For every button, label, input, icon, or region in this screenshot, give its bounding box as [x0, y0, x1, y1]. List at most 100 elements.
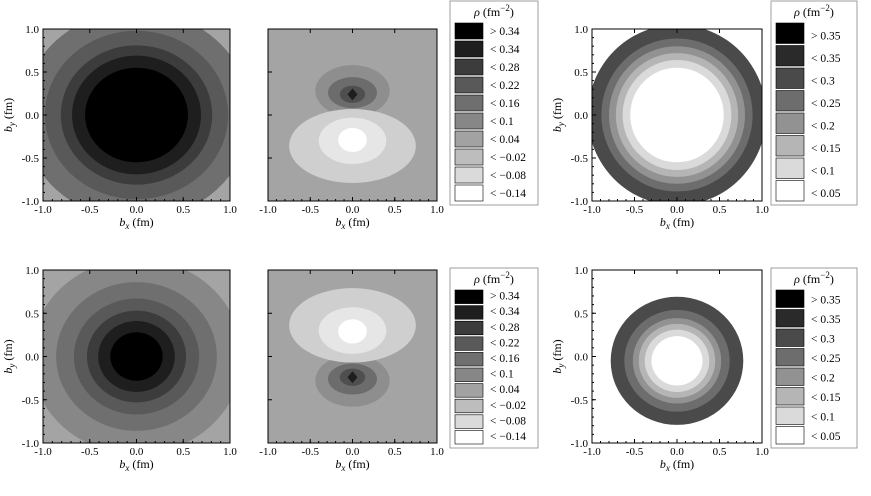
contour-band-0	[630, 67, 724, 163]
x-axis-label: bx (fm)	[119, 215, 153, 231]
x-tick-label: 1.0	[755, 446, 769, 458]
legend-swatch	[775, 22, 805, 44]
legend-label: > 0.34	[490, 291, 520, 303]
legend-row2-col2: ρ (fm−2) > 0.34 < 0.34 < 0.28 < 0.22 < 0.16 < …	[449, 267, 539, 449]
legend-swatch	[454, 289, 484, 304]
y-axis-label: by (fm)	[550, 339, 566, 373]
y-axis-label: by (fm)	[1, 98, 17, 132]
legend-label: < −0.08	[490, 170, 526, 182]
x-tick-label: 0.5	[713, 446, 727, 458]
legend-title: ρ (fm−2)	[793, 270, 834, 286]
x-axis-label: bx (fm)	[335, 215, 369, 231]
y-tick-label: 0.5	[25, 308, 39, 320]
legend-swatch	[775, 348, 805, 367]
y-axis-label: by (fm)	[550, 98, 566, 132]
legend-swatch	[454, 94, 484, 112]
positive-lobe-peak	[347, 371, 358, 384]
legend-swatch	[454, 320, 484, 336]
y-tick-label: 0.5	[25, 67, 39, 79]
legend-swatch	[454, 430, 484, 445]
x-tick-label: 0.5	[713, 204, 727, 216]
legend-swatch	[454, 40, 484, 58]
legend-swatch	[775, 112, 805, 134]
contour-band-0	[85, 67, 188, 163]
x-tick-label: 0.5	[388, 204, 402, 216]
y-tick-label: 1.0	[574, 265, 588, 277]
legend-swatch	[775, 180, 805, 202]
legend-title: ρ (fm−2)	[473, 3, 514, 19]
legend-label: < 0.3	[811, 334, 835, 346]
legend-swatch	[454, 367, 484, 382]
y-tick-label: 0.5	[574, 67, 588, 79]
legend-label: < 0.1	[811, 166, 835, 178]
x-tick-label: -0.5	[626, 446, 644, 458]
y-tick-label: 0.0	[25, 352, 39, 364]
legend-row1-col2: ρ (fm−2) > 0.34 < 0.34 < 0.28 < 0.22 < 0.16 < …	[449, 0, 539, 206]
legend-label: < 0.16	[490, 98, 520, 110]
plot-area	[268, 270, 437, 443]
x-tick-label: 0.0	[346, 446, 360, 458]
legend-swatch	[454, 166, 484, 184]
y-tick-label: 0.0	[574, 352, 588, 364]
legend-label: < 0.2	[811, 121, 835, 133]
y-tick-label: -1.0	[571, 196, 589, 208]
x-tick-label: 0.5	[176, 446, 190, 458]
panel-row2-col2: -1.0 -0.5 0.0 0.5 1.0 bx (fm)	[259, 269, 444, 473]
x-tick-label: -0.5	[302, 446, 320, 458]
legend-swatch	[454, 184, 484, 202]
x-axis-label: bx (fm)	[119, 457, 153, 473]
legend-label: < 0.1	[490, 369, 514, 381]
legend-label: < 0.05	[811, 188, 841, 200]
plot-area	[592, 270, 762, 443]
legend-label: < 0.2	[811, 373, 835, 385]
x-tick-label: -1.0	[583, 204, 601, 216]
x-axis-label: bx (fm)	[660, 457, 694, 473]
y-tick-label: -0.5	[22, 153, 40, 165]
legend-swatch	[454, 22, 484, 40]
legend-label: < 0.34	[490, 44, 520, 56]
x-tick-label: 1.0	[755, 204, 769, 216]
x-tick-label: -1.0	[259, 446, 277, 458]
y-axis-label: by (fm)	[1, 339, 17, 373]
legend-label: < 0.22	[490, 80, 520, 92]
x-tick-label: -1.0	[583, 446, 601, 458]
x-tick-label: 0.0	[130, 204, 144, 216]
legend-label: < 0.25	[811, 353, 841, 365]
x-tick-label: -1.0	[34, 204, 52, 216]
x-tick-label: 0.5	[176, 204, 190, 216]
negative-lobe-inner	[338, 127, 367, 152]
y-tick-label: 0.5	[574, 308, 588, 320]
x-tick-label: -0.5	[81, 446, 99, 458]
legend-swatch	[775, 45, 805, 67]
legend-swatch	[775, 367, 805, 386]
legend-label: < 0.1	[811, 412, 835, 424]
legend-swatch	[454, 352, 484, 367]
y-tick-label: -1.0	[22, 438, 40, 450]
legend-title: ρ (fm−2)	[473, 270, 514, 286]
plot-area	[43, 29, 230, 201]
legend-label: < 0.22	[490, 337, 520, 349]
legend-swatch	[775, 289, 805, 308]
legend-swatch	[454, 58, 484, 76]
x-tick-label: 0.0	[670, 446, 684, 458]
legend-label: < 0.34	[490, 306, 520, 318]
x-axis-label: bx (fm)	[660, 215, 694, 231]
legend-title: ρ (fm−2)	[793, 3, 834, 19]
legend-swatch	[775, 406, 805, 425]
x-tick-label: -1.0	[34, 446, 52, 458]
x-tick-label: 1.0	[430, 204, 444, 216]
legend-label: < −0.02	[490, 152, 526, 164]
legend-label: < 0.35	[811, 53, 841, 65]
legend-swatch	[454, 336, 484, 351]
legend-swatch	[775, 157, 805, 179]
panel-row2-col1: -1.0 -0.5 0.0 0.5 1.0 bx (fm) -1.0 -0.5 0.0 0.5 1.…	[1, 265, 237, 473]
y-tick-label: 1.0	[25, 265, 39, 277]
x-tick-label: 1.0	[223, 204, 237, 216]
panel-row1-col1: -1.0 -0.5 0.0 0.5 1.0 bx (fm) -1.0 -0.5 0.0 0.5 1.…	[1, 24, 237, 231]
x-tick-label: 1.0	[430, 446, 444, 458]
legend-swatch	[454, 305, 484, 320]
legend-label: < −0.02	[490, 400, 526, 412]
legend-label: > 0.34	[490, 26, 520, 38]
legend-label: < 0.15	[811, 392, 841, 404]
x-axis-label: bx (fm)	[335, 457, 369, 473]
